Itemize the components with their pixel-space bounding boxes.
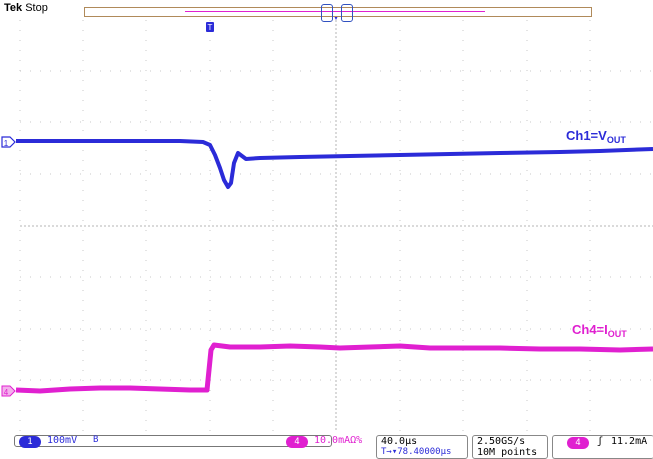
ch4-waveform — [15, 342, 653, 394]
trigger-flag-text: T — [208, 23, 213, 32]
record-length: 10M points — [477, 447, 538, 458]
trigger-level: 11.2mA — [611, 436, 648, 447]
trigger-source-chip: 4 — [567, 437, 589, 449]
ch4-label: Ch4=IOUT — [572, 322, 627, 339]
ch4-label-main: Ch4=I — [572, 322, 608, 337]
ch1-waveform — [16, 139, 653, 189]
trigger-slope-icon: ʃ — [597, 436, 604, 447]
trigger-position: T→▾78.40000µs — [381, 447, 452, 457]
acquisition-state: Stop — [25, 2, 48, 14]
sample-readout[interactable]: 2.50GS/s 10M points — [472, 435, 548, 459]
ch4-chip[interactable]: 4 — [286, 436, 308, 448]
ch4-label-sub: OUT — [607, 329, 627, 339]
ch4-scale: 10.0mAΩ% — [314, 435, 363, 446]
ch1-readout[interactable]: 1 100mV B — [14, 435, 332, 448]
timebase-readout[interactable]: 40.0µs T→▾78.40000µs — [376, 435, 468, 459]
ch1-ground-marker-icon: 1 — [1, 136, 16, 148]
brand-status: Tek Stop — [4, 2, 48, 14]
scope-display: T 1 4 — [1, 12, 653, 432]
ch1-label-main: Ch1=V — [566, 128, 607, 143]
ch1-scale: 100mV — [47, 435, 78, 446]
view-bracket-right-icon — [341, 4, 353, 22]
ch4-marker-text: 4 — [4, 388, 9, 397]
view-bracket-left-icon — [321, 4, 333, 22]
trigger-position-icon: T — [206, 22, 214, 32]
timebase-scale: 40.0µs — [381, 436, 418, 447]
sample-rate: 2.50GS/s — [477, 436, 526, 447]
status-bar: 1 100mV B 4 10.0mAΩ% 40.0µs T→▾78.40000µ… — [0, 435, 653, 459]
ch1-chip: 1 — [19, 436, 41, 448]
ch1-label-sub: OUT — [606, 135, 626, 145]
ch4-ground-marker-icon: 4 — [1, 385, 16, 397]
bandwidth-limit-icon: B — [93, 435, 99, 445]
ch1-marker-text: 1 — [4, 139, 9, 148]
trigger-readout[interactable]: 4 ʃ 11.2mA — [552, 435, 653, 459]
record-view-bar[interactable] — [84, 4, 592, 22]
graticule: T 1 4 — [1, 12, 653, 432]
brand-logo: Tek — [4, 2, 23, 14]
record-window-indicator — [185, 11, 485, 12]
ch1-label: Ch1=VOUT — [566, 128, 626, 145]
